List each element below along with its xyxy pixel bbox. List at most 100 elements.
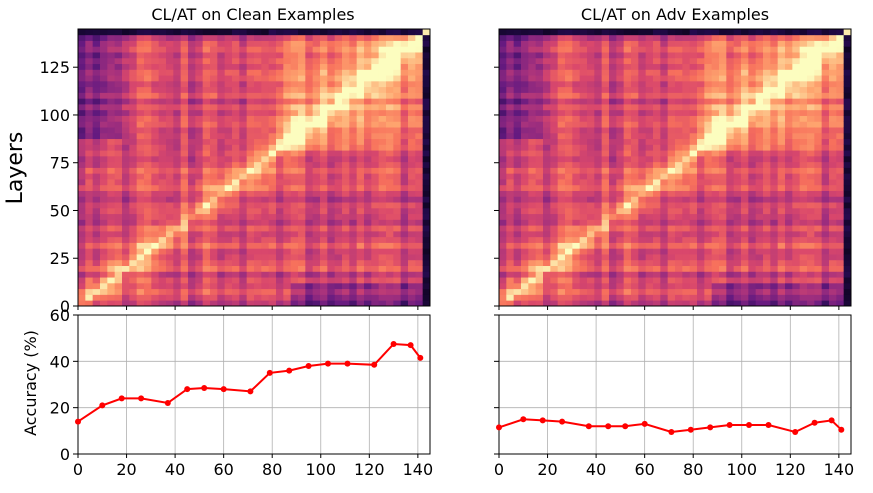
heatmap-cell: [100, 282, 108, 290]
heatmap-cell: [601, 300, 610, 307]
heatmap-cell: [232, 190, 240, 197]
heatmap-cell: [741, 127, 749, 134]
heatmap-cell: [579, 132, 588, 140]
heatmap-cell: [609, 213, 617, 220]
heatmap-cell: [645, 29, 654, 36]
heatmap-cell: [667, 115, 676, 122]
heatmap-cell: [180, 69, 189, 76]
heatmap-cell: [254, 69, 262, 76]
heatmap-cell: [623, 132, 632, 140]
heatmap-cell: [290, 34, 299, 41]
heatmap-cell: [400, 282, 409, 290]
heatmap-cell: [675, 161, 683, 168]
heatmap-cell: [246, 259, 255, 266]
heatmap-cell: [616, 104, 625, 111]
heatmap-cell: [821, 294, 830, 301]
heatmap-cell: [415, 300, 424, 307]
heatmap-cell: [565, 259, 573, 266]
heatmap-cell: [557, 86, 566, 93]
heatmap-cell: [349, 248, 358, 255]
heatmap-cell: [623, 63, 632, 70]
heatmap-cell: [122, 230, 130, 238]
heatmap-cell: [276, 132, 284, 140]
heatmap-cell: [675, 271, 683, 278]
heatmap-cell: [704, 196, 713, 203]
heatmap-cell: [594, 225, 603, 232]
heatmap-cell: [224, 92, 233, 99]
heatmap-cell: [276, 259, 284, 266]
heatmap-cell: [653, 46, 661, 53]
heatmap-cell: [202, 259, 211, 266]
heatmap-cell: [166, 75, 174, 82]
heatmap-cell: [78, 294, 86, 301]
heatmap-cell: [682, 29, 691, 36]
heatmap-cell: [180, 75, 189, 82]
heatmap-cell: [261, 167, 270, 174]
heatmap-cell: [312, 86, 321, 93]
heatmap-cell: [682, 104, 691, 111]
heatmap-cell: [660, 46, 669, 53]
heatmap-cell: [645, 236, 654, 243]
heatmap-cell: [521, 202, 529, 209]
heatmap-cell: [506, 265, 515, 272]
heatmap-cell: [195, 294, 204, 301]
heatmap-cell: [601, 115, 610, 122]
heatmap-cell: [290, 155, 299, 163]
heatmap-cell: [393, 167, 402, 174]
heatmap-cell: [100, 127, 108, 134]
heatmap-cell: [821, 213, 830, 220]
heatmap-cell: [173, 277, 182, 284]
heatmap-cell: [107, 127, 116, 134]
heatmap-cell: [506, 121, 515, 128]
heatmap-cell: [572, 219, 581, 226]
series-line: [498, 418, 842, 434]
heatmap-cell: [543, 109, 551, 116]
heatmap-cell: [763, 300, 771, 307]
heatmap-cell: [660, 34, 669, 41]
heatmap-cell: [777, 138, 786, 145]
heatmap-cell: [682, 121, 691, 128]
heatmap-cell: [770, 155, 779, 163]
heatmap-cell: [166, 277, 174, 284]
heatmap-cell: [158, 184, 167, 191]
heatmap-cell: [792, 57, 801, 65]
heatmap-cell: [741, 138, 749, 145]
heatmap-cell: [144, 121, 152, 128]
heatmap-cell: [400, 115, 409, 122]
heatmap-cell: [334, 277, 343, 284]
heatmap-cell: [188, 265, 196, 272]
heatmap-cell: [327, 150, 336, 157]
heatmap-cell: [609, 29, 617, 36]
heatmap-cell: [499, 248, 507, 255]
heatmap-cell: [364, 52, 372, 59]
heatmap-cell: [689, 259, 698, 266]
heatmap-cell: [755, 150, 764, 157]
heatmap-cell: [298, 104, 306, 111]
heatmap-cell: [807, 34, 815, 41]
heatmap-cell: [334, 69, 343, 76]
heatmap-cell: [386, 213, 394, 220]
heatmap-cell: [320, 179, 328, 186]
heatmap-cell: [305, 271, 314, 278]
heatmap-cell: [210, 57, 218, 65]
heatmap-cell: [195, 104, 204, 111]
heatmap-cell: [653, 57, 661, 65]
heatmap-cell: [422, 144, 431, 151]
heatmap-cell: [92, 230, 101, 238]
heatmap-cell: [807, 300, 815, 307]
heatmap-cell: [557, 248, 566, 255]
heatmap-cell: [726, 98, 735, 105]
heatmap-cell: [78, 248, 86, 255]
heatmap-cell: [565, 271, 573, 278]
heatmap-cell: [543, 207, 551, 215]
heatmap-cell: [232, 29, 240, 36]
heatmap-cell: [268, 196, 277, 203]
heatmap-cell: [173, 271, 182, 278]
heatmap-cell: [144, 259, 152, 266]
heatmap-cell: [609, 138, 617, 145]
heatmap-cell: [144, 63, 152, 70]
heatmap-cell: [506, 225, 515, 232]
heatmap-cell: [85, 207, 94, 215]
heatmap-cell: [290, 236, 299, 243]
heatmap-cell: [631, 121, 639, 128]
